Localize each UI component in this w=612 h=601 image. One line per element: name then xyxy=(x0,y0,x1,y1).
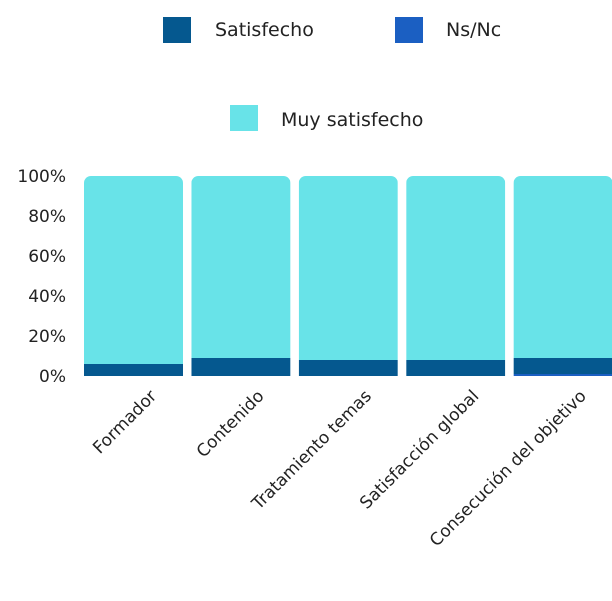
y-axis: 0% 20% 40% 60% 80% 100% xyxy=(17,167,66,387)
legend-label-satisfecho: Satisfecho xyxy=(215,19,314,41)
bar-segment-muy-satisfecho xyxy=(84,176,183,364)
y-tick-label: 60% xyxy=(28,247,66,267)
bar-group-consecucion-del-objetivo xyxy=(514,176,612,376)
x-category-label: Satisfacción global xyxy=(356,386,483,513)
bars xyxy=(84,176,612,376)
y-tick-label: 100% xyxy=(17,167,66,187)
legend-label-muy-satisfecho: Muy satisfecho xyxy=(281,109,423,131)
bar-segment-satisfecho xyxy=(299,360,398,376)
bar-group-contenido xyxy=(191,176,290,376)
x-category-label: Contenido xyxy=(193,386,269,462)
bar-group-formador xyxy=(84,176,183,376)
y-tick-label: 40% xyxy=(28,287,66,307)
bar-segment-satisfecho xyxy=(406,360,505,376)
legend-label-ns-nc: Ns/Nc xyxy=(446,19,501,41)
x-category-label: Tratamiento temas xyxy=(248,386,376,514)
legend-swatch-muy-satisfecho xyxy=(230,105,258,131)
bar-segment-muy-satisfecho xyxy=(191,176,290,358)
legend-swatch-ns-nc xyxy=(395,17,423,43)
legend-swatch-satisfecho xyxy=(163,17,191,43)
x-category-label: Formador xyxy=(89,386,161,458)
bar-segment-ns-nc xyxy=(514,374,612,376)
bar-segment-muy-satisfecho xyxy=(299,176,398,360)
bar-segment-satisfecho xyxy=(84,364,183,376)
y-tick-label: 0% xyxy=(39,367,66,387)
legend: Satisfecho Ns/Nc Muy satisfecho xyxy=(163,17,501,131)
bar-segment-satisfecho xyxy=(514,358,612,374)
bar-segment-muy-satisfecho xyxy=(406,176,505,360)
y-tick-label: 20% xyxy=(28,327,66,347)
bar-segment-muy-satisfecho xyxy=(514,176,612,358)
bar-group-tratamiento-temas xyxy=(299,176,398,376)
bar-segment-satisfecho xyxy=(191,358,290,376)
y-tick-label: 80% xyxy=(28,207,66,227)
bar-group-satisfaccion-global xyxy=(406,176,505,376)
